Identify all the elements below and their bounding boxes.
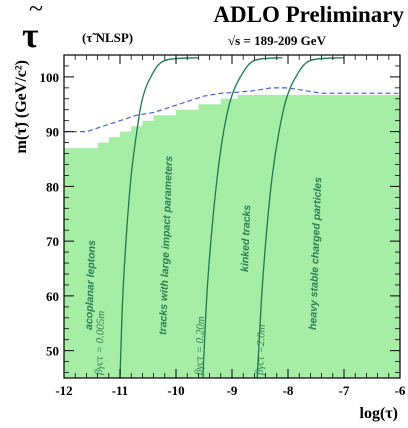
x-tick-label: -11 [112, 383, 129, 398]
energy-label: √s = 189-209 GeV [228, 33, 327, 48]
x-tick-label: -6 [395, 383, 406, 398]
x-tick-label: -7 [339, 383, 350, 398]
x-tick-label: -12 [55, 383, 72, 398]
axes: -12 -11 -10 -9 -8 -7 -6 50 60 70 80 90 100 [40, 54, 406, 398]
x-tick-label: -9 [227, 383, 238, 398]
chart-title: ADLO Preliminary [213, 2, 404, 27]
plot-area [64, 57, 400, 378]
y-tick-label: 50 [46, 344, 59, 359]
tau-tilde: ~ [29, 0, 43, 23]
contour-lines [119, 57, 345, 378]
contour-label-2: βγcτ = 0.20m [193, 316, 207, 376]
contour-label-1: βγcτ = 0.005m [93, 310, 107, 376]
contour-line-3 [256, 57, 345, 378]
y-tick-label: 100 [40, 70, 60, 85]
nlsp-label: (τ̃ NLSP) [82, 30, 133, 45]
y-axis-label: m(τ̃) (GeV/c²) [13, 60, 30, 153]
header: τ ~ (τ̃ NLSP) ADLO Preliminary √s = 189-… [22, 0, 404, 55]
contour-label-3: βγcτ =2.0m [254, 324, 268, 376]
y-tick-label: 80 [46, 179, 59, 194]
y-tick-label: 70 [46, 234, 59, 249]
x-tick-label: -10 [167, 383, 184, 398]
region-label-3: kinked tracks [239, 204, 253, 272]
x-axis-label: log(τ) [360, 405, 398, 422]
expected-limit-line [64, 87, 400, 133]
tau-symbol: τ [22, 15, 39, 55]
excluded-region [64, 94, 400, 378]
contour-line-1 [119, 57, 199, 378]
region-label-4: heavy stable charged particles [307, 177, 324, 330]
region-label-1: acoplanar leptons [83, 240, 98, 330]
y-tick-label: 90 [46, 125, 59, 140]
contour-line-2 [202, 57, 283, 378]
y-tick-label: 60 [46, 289, 59, 304]
x-tick-label: -8 [283, 383, 294, 398]
contour-labels: βγcτ = 0.005m βγcτ = 0.20m βγcτ =2.0m [93, 310, 268, 376]
